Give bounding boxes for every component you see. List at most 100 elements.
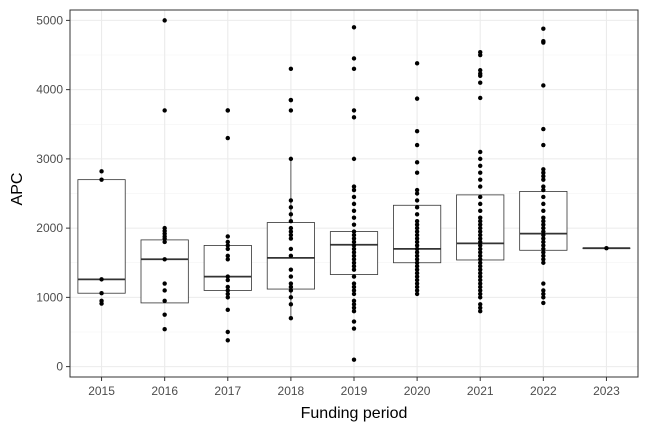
points-2017 [225, 108, 230, 343]
x-tick-label: 2020 [404, 384, 431, 398]
data-point [414, 291, 420, 297]
data-point [541, 243, 546, 248]
data-point [414, 250, 420, 255]
data-point [541, 300, 546, 306]
data-point [478, 284, 483, 290]
data-point [541, 253, 546, 259]
data-point [288, 232, 294, 238]
data-point [414, 232, 420, 238]
data-point [478, 281, 483, 286]
data-point [351, 187, 357, 193]
data-point [478, 184, 483, 189]
data-point [351, 201, 357, 207]
data-point [541, 184, 546, 189]
data-point [478, 177, 483, 182]
data-point [351, 194, 357, 200]
data-point [478, 194, 483, 200]
data-point [99, 277, 104, 282]
data-point [351, 326, 357, 331]
data-point [478, 218, 483, 224]
y-tick-label: 0 [56, 360, 63, 374]
data-point [414, 257, 420, 262]
points-2022 [541, 26, 546, 306]
data-point [541, 250, 546, 255]
data-point [414, 288, 420, 293]
y-tick-label: 4000 [36, 83, 63, 97]
data-points [99, 18, 609, 362]
data-point [414, 61, 420, 66]
data-point [478, 267, 483, 272]
data-point [351, 236, 357, 241]
x-tick-label: 2019 [341, 384, 368, 398]
data-point [478, 236, 483, 241]
box-2016 [140, 239, 189, 304]
data-point [414, 260, 420, 265]
data-point [288, 198, 294, 203]
points-2019 [351, 25, 357, 362]
data-point [541, 142, 546, 148]
data-point [541, 201, 546, 207]
x-axis-title: Funding period [301, 405, 408, 422]
data-point [414, 281, 420, 286]
data-point [414, 243, 420, 248]
data-point [162, 239, 167, 245]
data-point [162, 288, 167, 293]
box-2015 [77, 179, 126, 294]
data-point [541, 257, 546, 262]
data-point [288, 66, 294, 72]
x-tick-labels: 2015 2016 2017 2018 2019 2020 2021 2022 2023 [88, 384, 620, 398]
data-point [225, 257, 230, 262]
data-point [478, 156, 483, 162]
data-point [414, 253, 420, 259]
data-point [351, 264, 357, 269]
data-point [288, 205, 294, 210]
data-point [414, 229, 420, 234]
x-tick-label: 2017 [214, 384, 241, 398]
data-point [99, 169, 104, 174]
data-point [351, 257, 357, 262]
y-tick-label: 3000 [36, 152, 63, 166]
data-point [414, 198, 420, 203]
data-point [288, 108, 294, 113]
data-point [225, 295, 230, 300]
data-point [288, 212, 294, 217]
data-point [414, 225, 420, 231]
data-point [414, 274, 420, 279]
data-point [351, 222, 357, 227]
data-point [351, 215, 357, 220]
data-point [541, 236, 546, 241]
data-point [351, 260, 357, 265]
data-point [478, 305, 483, 310]
data-point [541, 260, 546, 265]
data-point [351, 246, 357, 252]
data-point [162, 236, 167, 241]
points-2018 [288, 66, 294, 321]
data-point [478, 149, 483, 155]
data-point [478, 73, 483, 78]
data-point [478, 295, 483, 300]
data-point [478, 302, 483, 307]
data-point [414, 160, 420, 165]
data-point [478, 260, 483, 265]
box-iqr [77, 179, 126, 294]
data-point [351, 232, 357, 238]
data-point [541, 26, 546, 31]
data-point [414, 236, 420, 241]
data-point [351, 309, 357, 314]
data-point [541, 215, 546, 220]
data-point [162, 312, 167, 317]
data-point [541, 225, 546, 231]
data-point [414, 212, 420, 217]
data-point [414, 239, 420, 245]
box-iqr [140, 239, 189, 304]
data-point [225, 253, 230, 259]
data-point [351, 184, 357, 189]
data-point [351, 284, 357, 290]
x-tick-label: 2022 [530, 384, 557, 398]
data-point [162, 281, 167, 286]
data-point [604, 246, 609, 251]
data-point [478, 222, 483, 227]
data-point [414, 96, 420, 101]
data-point [478, 239, 483, 245]
